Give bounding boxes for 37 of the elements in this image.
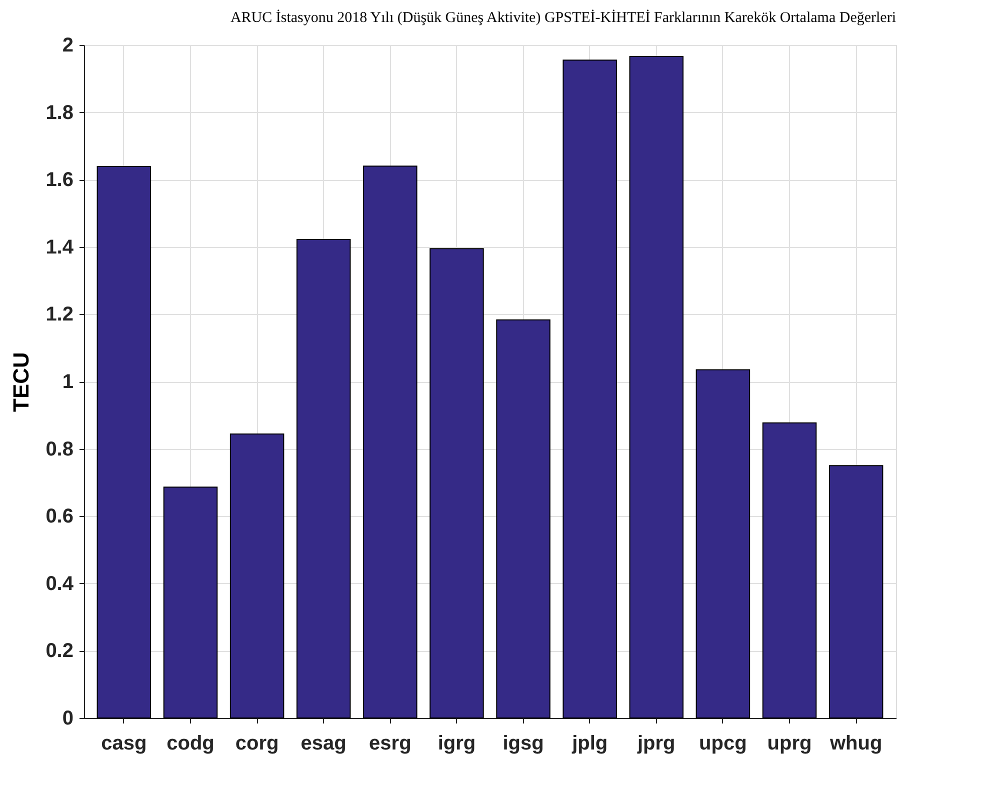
x-tick-label: esag (300, 732, 346, 754)
y-tick-label: 0.2 (46, 640, 74, 662)
x-tick-label: upcg (699, 732, 747, 754)
bar (762, 422, 817, 718)
y-tick-label: 0.6 (46, 506, 74, 528)
bar (96, 166, 152, 718)
y-tick-label: 1.4 (46, 236, 74, 258)
bar (496, 319, 550, 718)
x-tick-label: uprg (767, 732, 812, 754)
y-tick-label: 1.2 (46, 304, 74, 326)
x-tick-label: jplg (571, 732, 608, 754)
x-tick-label: corg (235, 732, 279, 754)
y-tick-label: 1.6 (46, 169, 74, 192)
y-axis-title: TECU (8, 352, 34, 412)
x-tick-label: igsg (502, 732, 544, 754)
y-tick-label: 1 (62, 371, 74, 393)
x-tick-label: casg (101, 732, 147, 754)
chart-title: ARUC İstasyonu 2018 Yılı (Düşük Güneş Aktivite) GPSTEİ-KİHTEİ Farklarının Karekök Ortalama Değerleri (230, 9, 896, 26)
x-tick-label: jprg (636, 732, 676, 754)
bar (430, 248, 484, 718)
bar (230, 433, 284, 718)
x-tick-label: esrg (369, 732, 412, 754)
y-tick-label: 1.8 (46, 102, 74, 124)
y-tick-label: 0 (62, 708, 74, 730)
bar (828, 465, 884, 718)
bar (163, 486, 218, 718)
bar (696, 369, 750, 718)
x-tick-label: igrg (438, 732, 476, 754)
bar (629, 56, 684, 718)
y-tick-label: 0.4 (46, 572, 74, 595)
bar (562, 60, 617, 718)
y-tick-label: 2 (62, 34, 74, 56)
y-tick-label: 0.8 (46, 438, 74, 460)
x-tick-label: codg (166, 732, 214, 754)
bar (363, 166, 418, 718)
x-tick-label: whug (828, 732, 882, 754)
bar (296, 238, 351, 718)
